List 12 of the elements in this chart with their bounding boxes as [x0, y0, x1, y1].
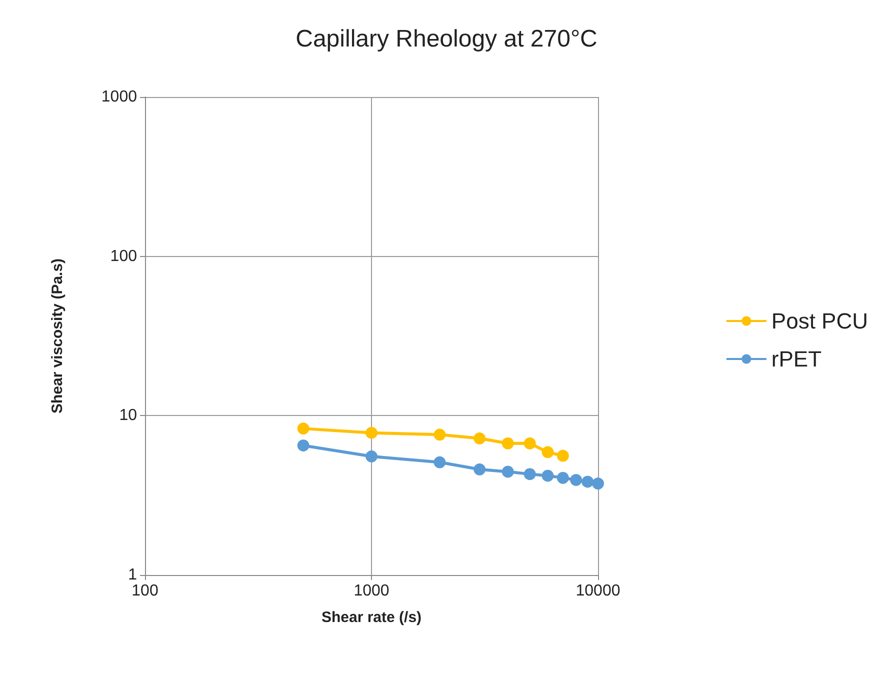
y-tick-label: 100 — [110, 248, 138, 265]
x-tick-label: 100 — [132, 582, 158, 600]
y-tick-label: 1000 — [101, 88, 138, 106]
x-tick-label: 1000 — [354, 582, 390, 600]
y-tick-label: 1 — [128, 566, 138, 584]
x-axis-title: Shear rate (/s) — [321, 609, 422, 626]
legend-label: rPET — [771, 346, 822, 372]
legend-label: Post PCU — [771, 308, 868, 334]
x-tick-label: 10000 — [576, 582, 620, 600]
y-tick-label: 10 — [119, 407, 138, 424]
chart-title: Capillary Rheology at 270°C — [296, 26, 598, 52]
y-axis-title: Shear viscosity (Pa.s) — [49, 258, 66, 414]
